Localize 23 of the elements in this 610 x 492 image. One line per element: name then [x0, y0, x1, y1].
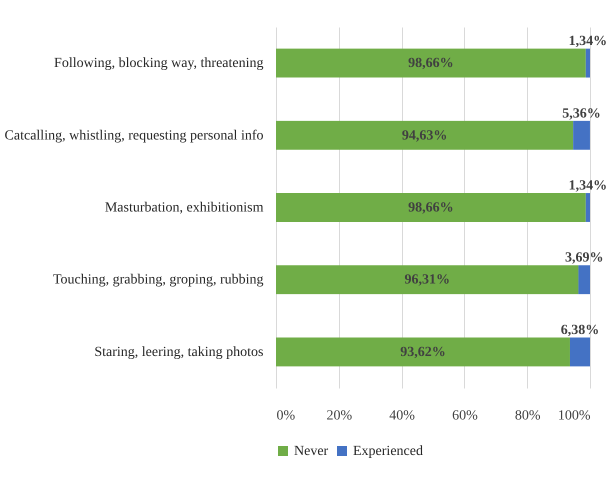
data-label: 96,31% — [404, 272, 450, 288]
data-label: 98,66% — [408, 56, 454, 72]
legend-label: Never — [294, 444, 329, 459]
x-tick-label: 0% — [276, 408, 296, 424]
y-tick-label: Touching, grabbing, groping, rubbing — [52, 272, 264, 288]
x-tick-label: 20% — [326, 408, 352, 424]
data-label: 1,34% — [568, 34, 608, 50]
data-label: 93,62% — [400, 344, 446, 360]
y-tick-label: Masturbation, exhibitionism — [104, 200, 264, 216]
x-tick-label: 80% — [514, 408, 541, 424]
data-label: 5,36% — [562, 106, 601, 122]
data-label: 6,38% — [560, 322, 600, 338]
x-tick-label: 40% — [389, 408, 416, 424]
y-tick-label: Staring, leering, taking photos — [94, 344, 264, 360]
data-label: 3,69% — [564, 250, 604, 266]
data-label: 94,63% — [402, 128, 448, 144]
x-tick-label: 60% — [452, 408, 478, 424]
x-tick-label: 100% — [558, 408, 591, 424]
legend-label: Experienced — [353, 444, 423, 459]
y-tick-label: Catcalling, whistling, requesting personal info — [4, 128, 264, 144]
y-tick-label: Following, blocking way, threatening — [54, 56, 264, 72]
data-label: 1,34% — [568, 178, 608, 194]
data-label: 98,66% — [408, 200, 454, 216]
